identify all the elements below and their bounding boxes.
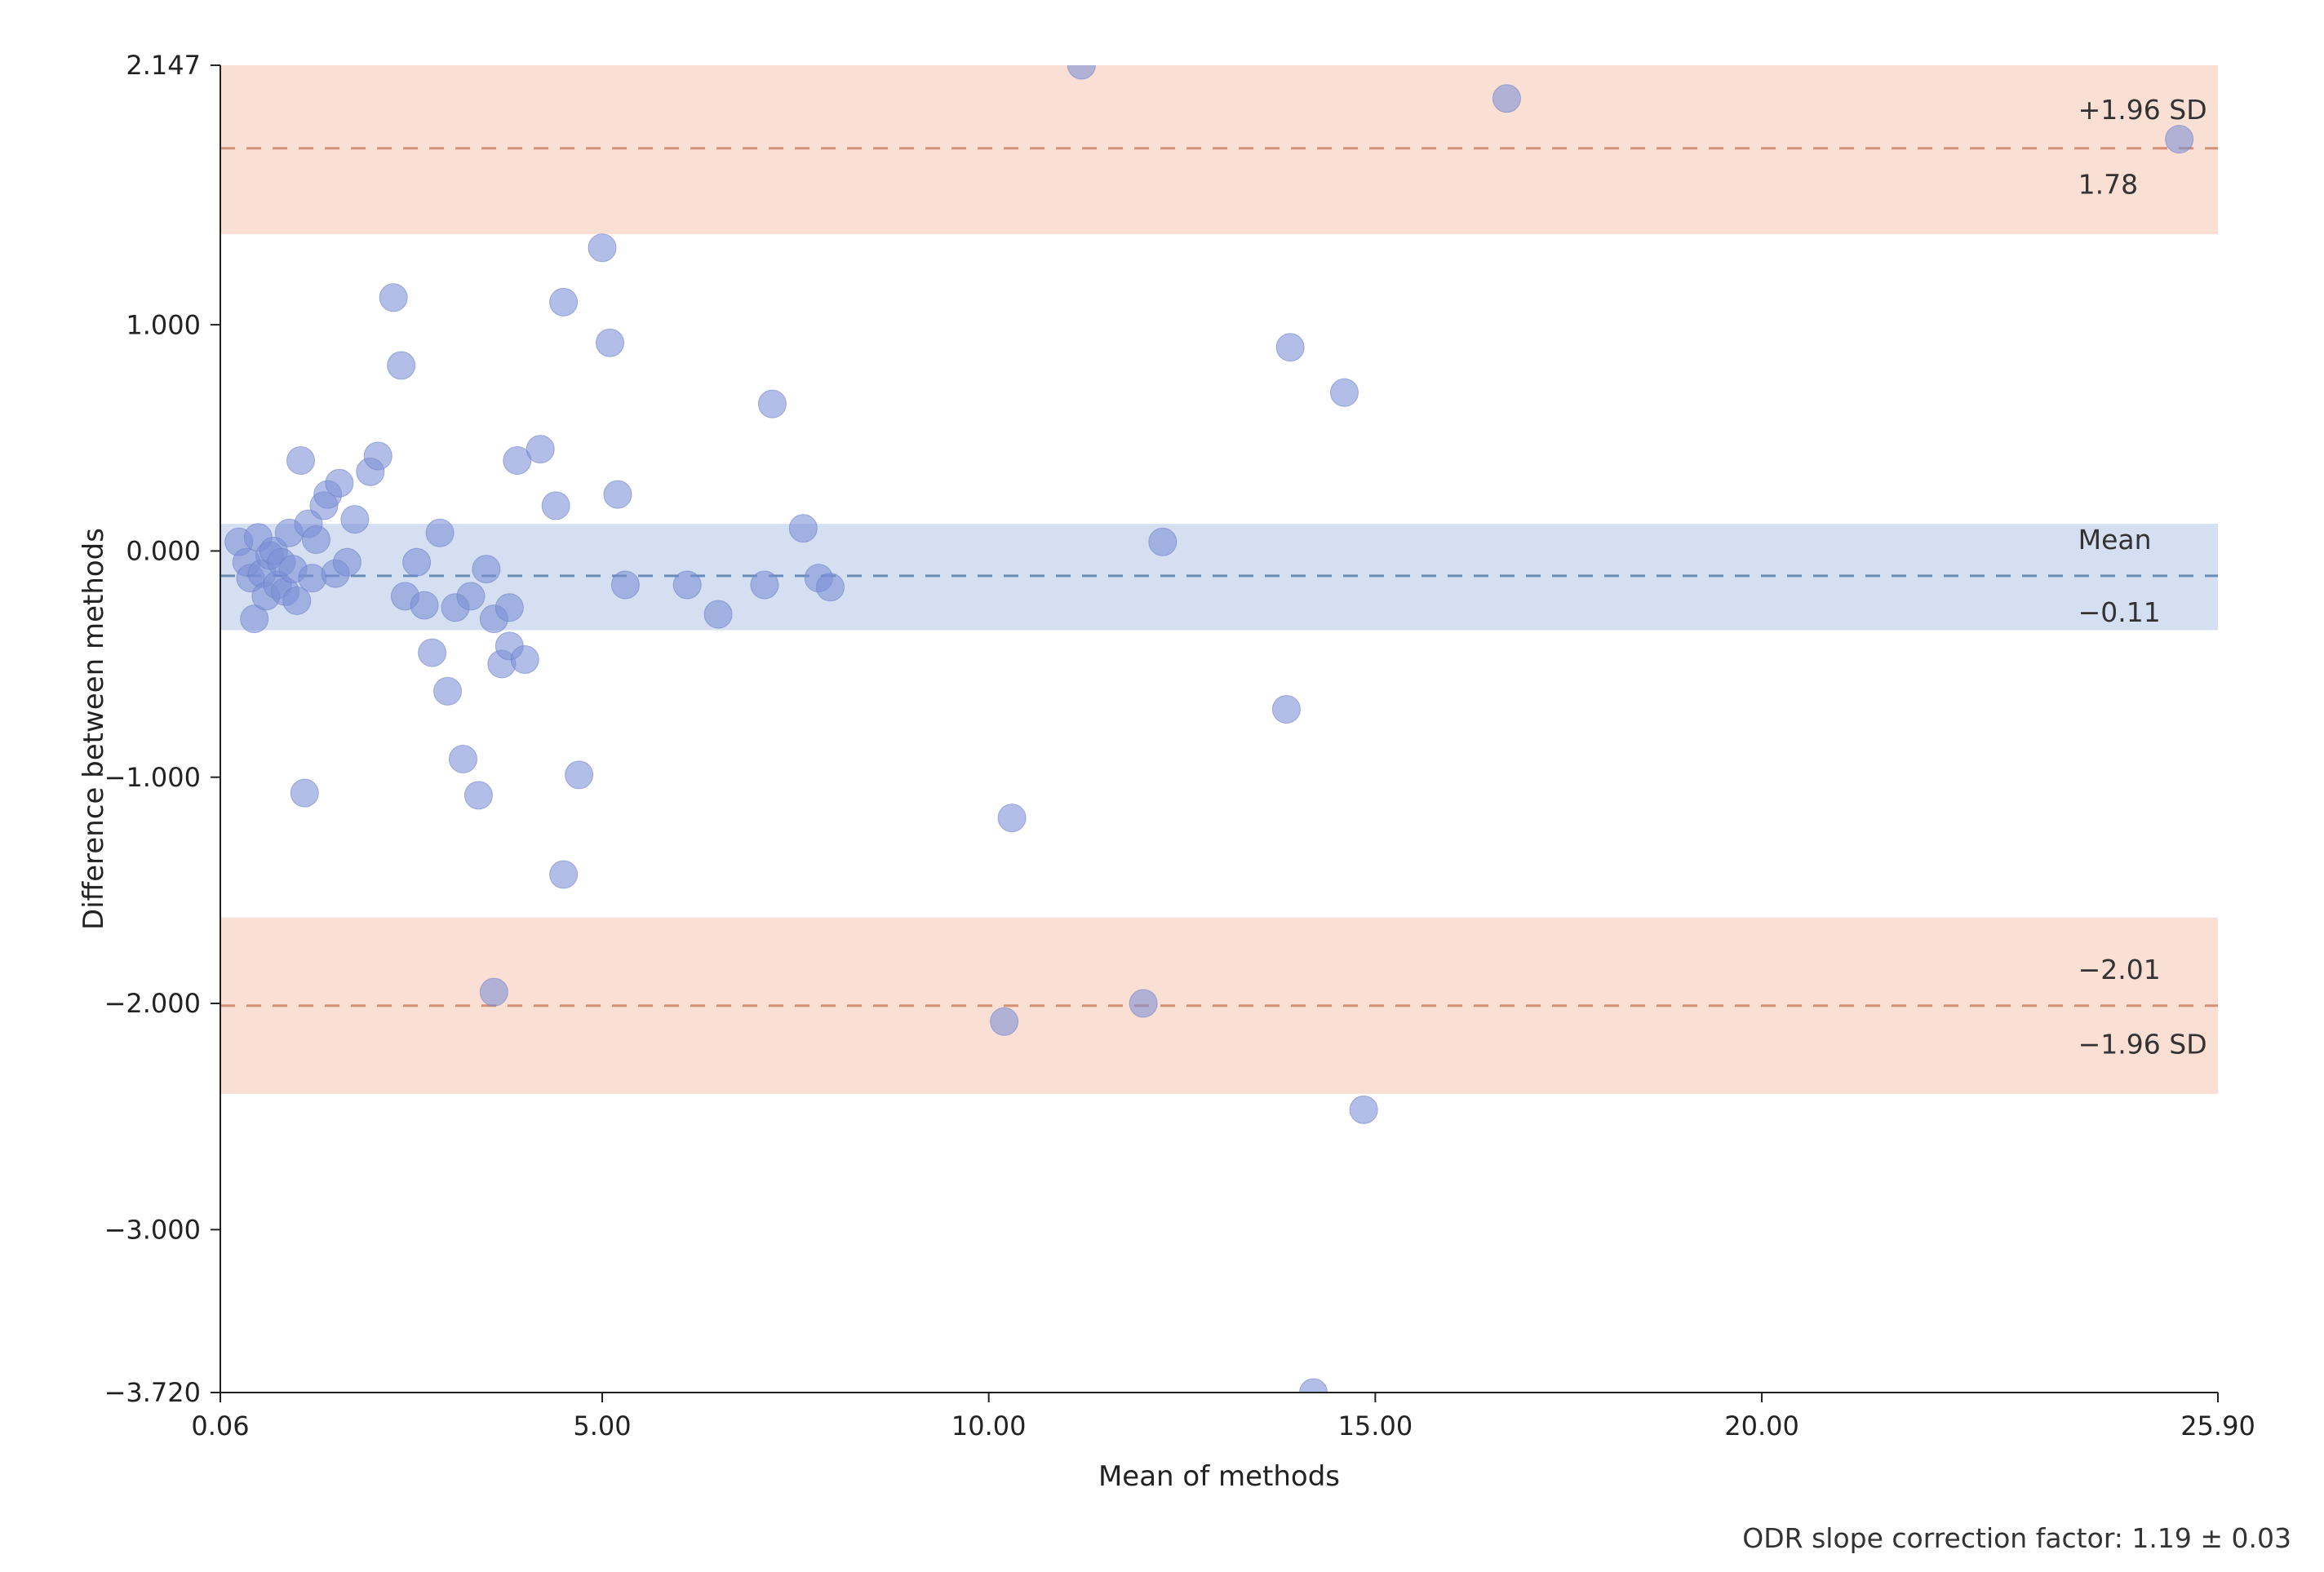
data-point: [596, 329, 623, 356]
data-point: [403, 548, 431, 576]
data-point: [758, 390, 786, 418]
data-point: [2166, 126, 2193, 153]
data-point: [1492, 85, 1520, 113]
data-point: [434, 677, 462, 705]
data-point: [333, 548, 361, 576]
y-tick-label: 2.147: [126, 50, 201, 81]
y-tick-label: −1.000: [104, 762, 201, 793]
data-point: [789, 515, 817, 542]
data-point: [326, 469, 353, 497]
data-point: [464, 782, 492, 809]
data-point: [1276, 334, 1304, 361]
x-tick-label: 15.00: [1338, 1410, 1413, 1441]
annotation-label: −1.96 SD: [2078, 1028, 2207, 1060]
footer-note: ODR slope correction factor: 1.19 ± 0.03: [1742, 1522, 2291, 1554]
y-tick-label: −3.000: [104, 1215, 201, 1246]
y-tick-label: 1.000: [126, 309, 201, 340]
annotation-label: +1.96 SD: [2078, 94, 2207, 126]
data-point: [542, 492, 570, 520]
data-point: [611, 571, 639, 599]
data-point: [526, 436, 554, 463]
data-point: [341, 506, 369, 534]
data-point: [287, 446, 315, 474]
data-point: [364, 442, 392, 470]
data-point: [550, 288, 578, 316]
data-point: [1149, 528, 1177, 556]
data-point: [1272, 696, 1300, 724]
data-point: [588, 234, 616, 262]
y-tick-label: −2.000: [104, 988, 201, 1019]
y-tick-label: 0.000: [126, 536, 201, 567]
data-point: [410, 591, 438, 619]
x-tick-label: 25.90: [2180, 1410, 2255, 1441]
data-point: [1350, 1096, 1377, 1123]
y-axis-label: Difference between methods: [78, 528, 110, 930]
data-point: [704, 600, 732, 628]
annotation-label: −0.11: [2078, 596, 2161, 628]
data-point: [472, 556, 500, 583]
data-point: [1129, 990, 1157, 1017]
data-point: [565, 761, 593, 789]
x-tick-label: 10.00: [951, 1410, 1027, 1441]
data-point: [991, 1007, 1018, 1035]
annotation-label: Mean: [2078, 524, 2152, 556]
x-tick-label: 5.00: [573, 1410, 631, 1441]
data-point: [388, 352, 415, 379]
data-point: [449, 746, 477, 773]
x-axis-label: Mean of methods: [1098, 1460, 1340, 1493]
x-tick-label: 20.00: [1724, 1410, 1799, 1441]
data-point: [302, 526, 330, 554]
y-tick-label: −3.720: [104, 1377, 201, 1408]
chart-svg: 0.06 5.00 10.00 15.00 20.00 25.90 −3.720 −3.000…: [0, 0, 2324, 1572]
data-point: [604, 480, 632, 508]
data-point: [290, 779, 318, 807]
data-point: [480, 978, 508, 1006]
data-point: [998, 804, 1026, 832]
x-tick-label: 0.06: [191, 1410, 249, 1441]
data-point: [495, 594, 523, 622]
data-point: [379, 284, 407, 312]
data-point: [751, 571, 778, 599]
annotation-label: 1.78: [2078, 169, 2138, 201]
data-point: [673, 571, 701, 599]
data-point: [419, 639, 446, 666]
data-point: [1330, 379, 1358, 406]
data-point: [550, 861, 578, 888]
reference-band: [220, 65, 2218, 234]
bland-altman-chart: 0.06 5.00 10.00 15.00 20.00 25.90 −3.720 −3.000…: [0, 0, 2324, 1572]
data-point: [457, 582, 485, 610]
data-point: [511, 646, 539, 674]
data-point: [816, 573, 844, 601]
annotation-label: −2.01: [2078, 954, 2161, 985]
data-point: [426, 519, 454, 547]
